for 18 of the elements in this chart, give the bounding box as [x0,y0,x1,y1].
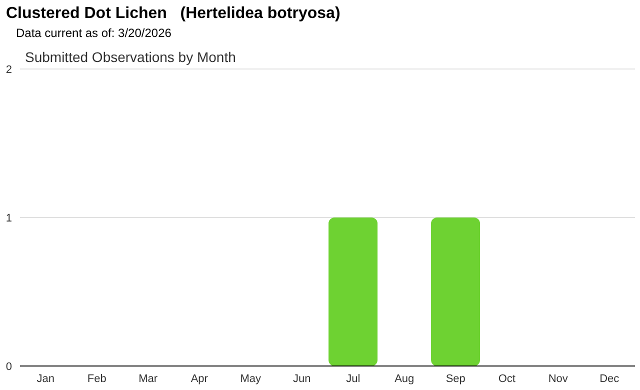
x-tick-label: Mar [138,372,158,385]
x-tick-label: Nov [548,372,568,385]
y-tick-label: 1 [6,212,12,224]
x-tick-label: Dec [600,372,620,385]
x-tick-label: Sep [446,372,466,385]
text: Data current as of: 3/20/2026 [16,26,172,40]
x-tick-label: Apr [190,372,208,385]
chart-title: Clustered Dot Lichen (Hertelidea botryosa) [6,5,340,23]
chart-subtitle: Submitted Observations by Month [25,49,236,65]
x-tick-label: Oct [498,372,516,385]
x-tick-label: Feb [87,372,106,385]
x-tick-label: May [240,372,262,385]
y-tick-label: 2 [6,64,12,76]
x-tick-label: Jan [36,372,54,385]
x-tick-label: Jun [293,372,311,385]
x-tick-label: Jul [346,372,360,385]
x-tick-label: Aug [394,372,414,385]
y-tick-label: 0 [6,360,12,373]
